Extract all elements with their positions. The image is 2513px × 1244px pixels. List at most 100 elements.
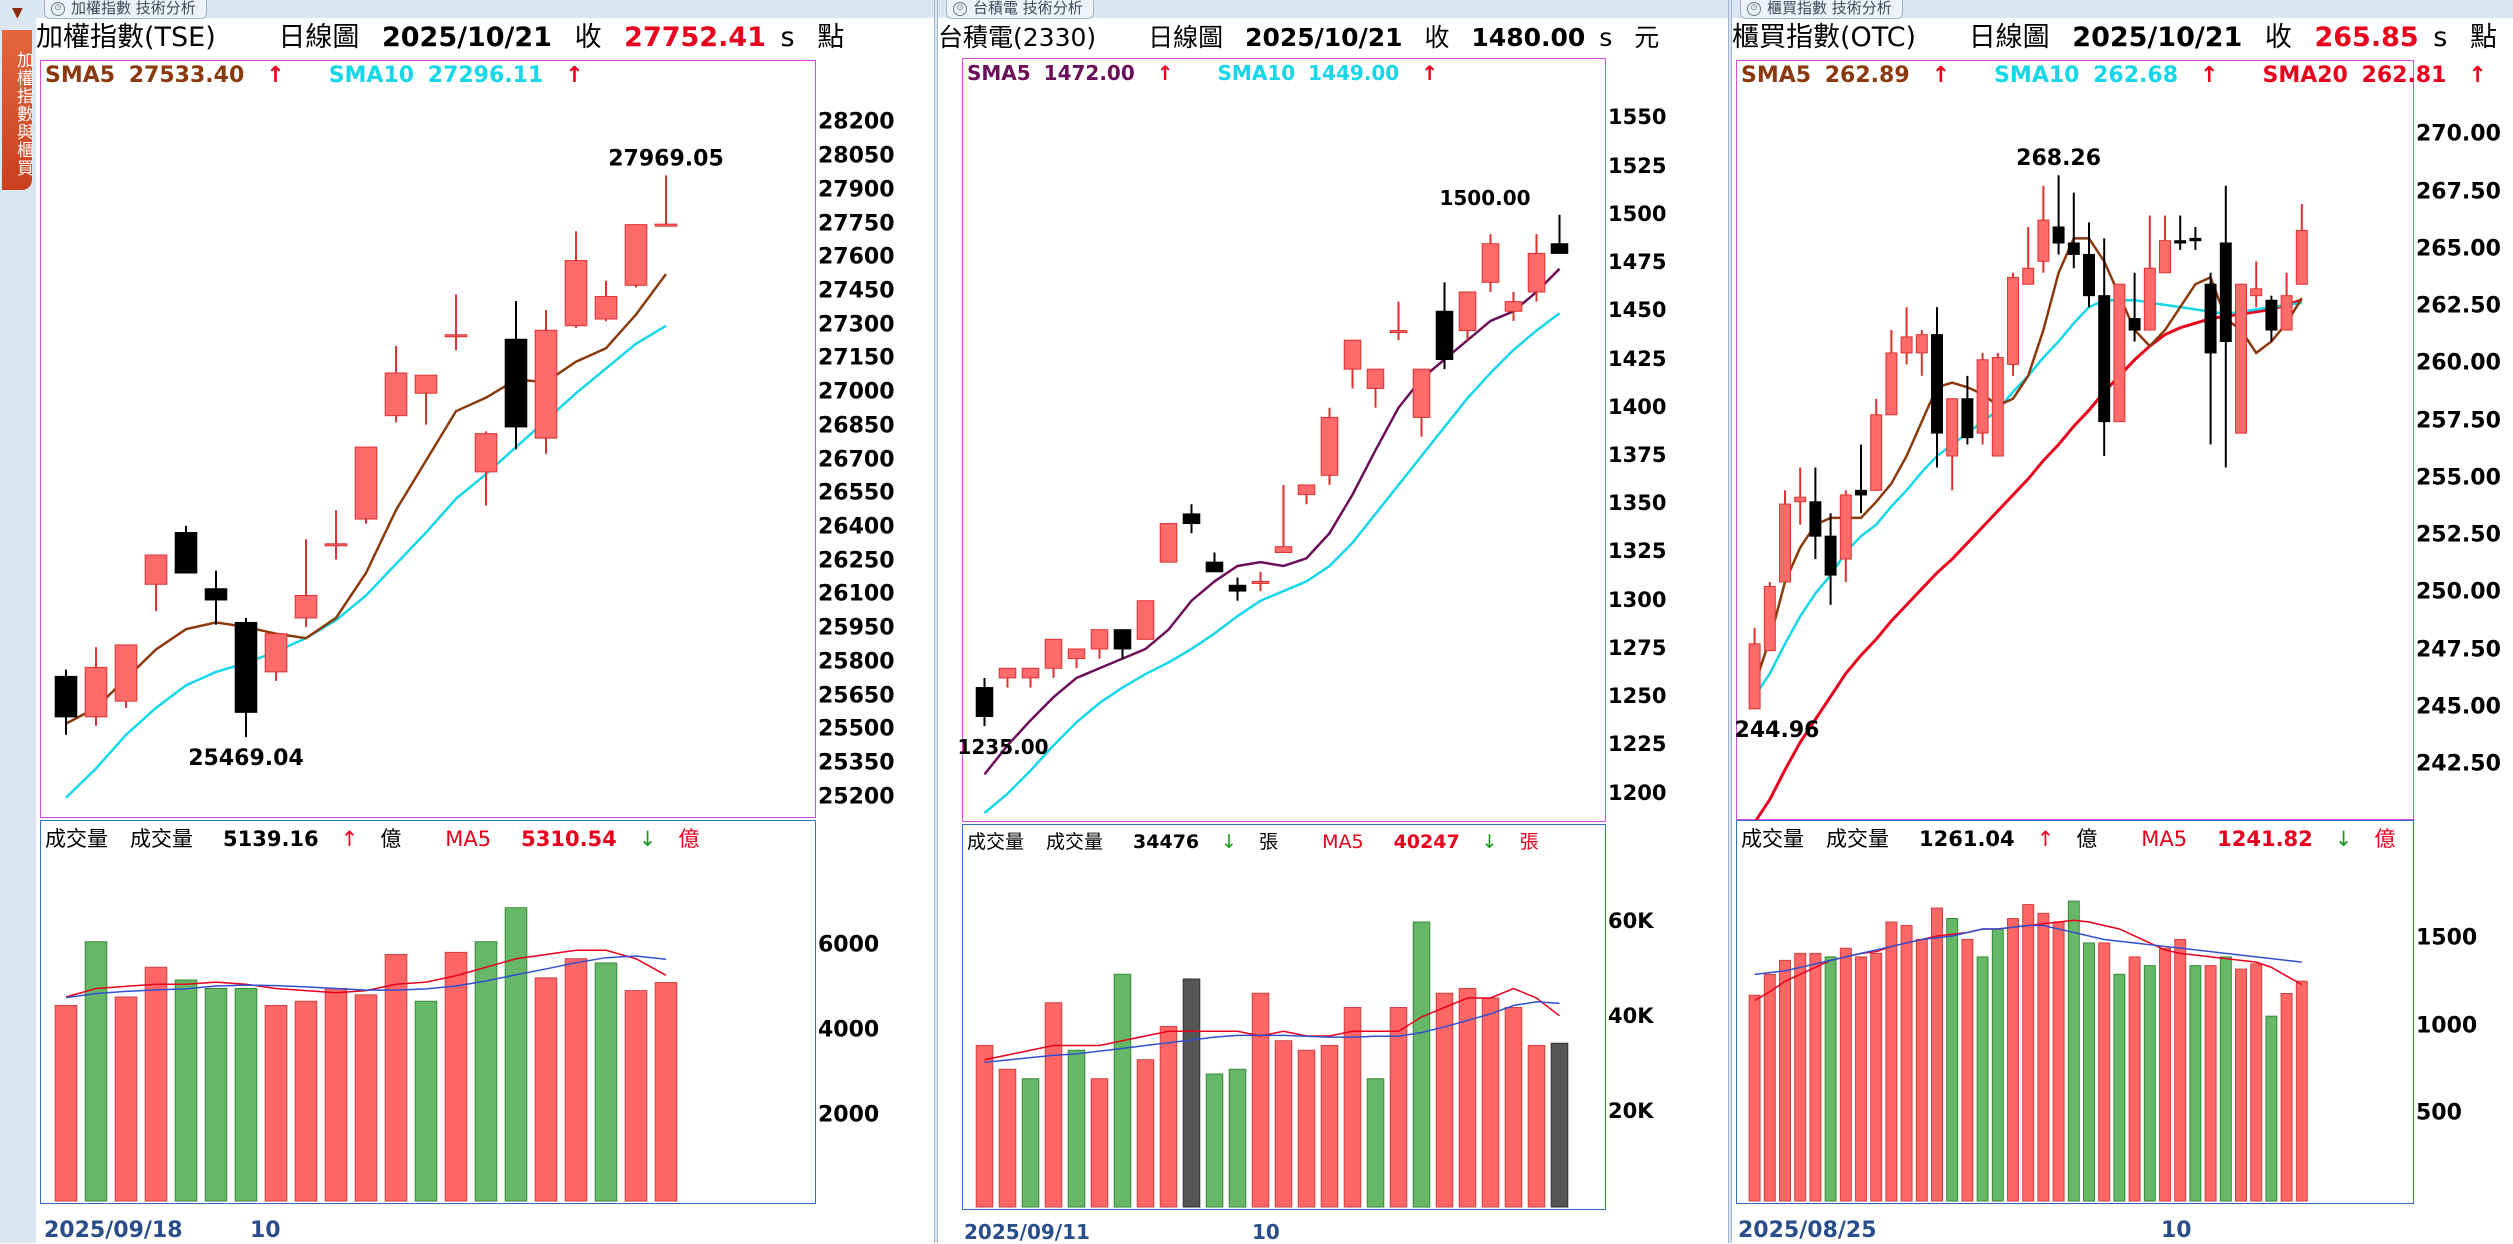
candle (564, 231, 588, 329)
volume-ma5-line (984, 987, 1560, 1061)
volume-bar (2113, 973, 2126, 1202)
left-sidebar-tab[interactable]: ▼ 加權指數與櫃買 (0, 0, 37, 1243)
candle (534, 310, 558, 454)
candle-body (2189, 237, 2202, 242)
candle (1885, 330, 1898, 416)
candle-body (1779, 503, 1791, 583)
price-chart[interactable]: SMA5 27533.40 ↑ SMA10 27296.11 ↑ 27969.05 25… (40, 60, 816, 818)
legend-item-sma10: SMA10 262.68 ↑ (1994, 63, 2240, 88)
period-label[interactable]: 日線圖 (1148, 23, 1224, 52)
volume-bar (1458, 988, 1477, 1208)
candle-body (1870, 414, 1883, 491)
price-tick-label: 25650 (818, 683, 895, 709)
price-tick-label: 26850 (818, 413, 895, 439)
candle-body (1205, 561, 1224, 573)
volume-chart[interactable]: 成交量 成交量 5139.16 ↑ 億 MA5 5310.54 ↓ 億 (40, 820, 816, 1204)
legend-label: SMA10 (328, 63, 422, 88)
candle (624, 224, 648, 288)
volume-ma-label: MA5 (2141, 827, 2188, 851)
volume-bar (1550, 1042, 1569, 1208)
volume-legend: 成交量 成交量 5139.16 ↑ 億 MA5 5310.54 ↓ 億 (45, 823, 743, 853)
date-label: 2025/10/21 (2072, 22, 2243, 53)
volume-bar (174, 979, 198, 1202)
panel-tab[interactable]: ⊙ 加權指數 技術分析 (44, 0, 207, 19)
up-arrow-icon: ↑ (340, 827, 359, 851)
legend-value: 27533.40 (128, 63, 245, 88)
candle-body (1182, 513, 1201, 525)
candle-body (2113, 283, 2126, 423)
sma10-line (983, 312, 1561, 814)
volume-ma-unit: 億 (678, 827, 700, 851)
date-axis: 2025/08/25 10 (1736, 1218, 2412, 1243)
candle-body (1251, 580, 1270, 584)
price-tick-label: 1525 (1608, 153, 1667, 178)
panel-divider[interactable] (1728, 0, 1732, 1243)
price-chart[interactable]: SMA5 1472.00 ↑ SMA10 1449.00 ↑ 1500.00 1235.… (957, 58, 1606, 822)
candle (1412, 368, 1431, 437)
candle-body (1809, 501, 1822, 537)
price-tick-label: 27450 (818, 278, 895, 304)
panel-divider[interactable] (934, 0, 938, 1243)
collapse-arrow-icon[interactable]: ▼ (12, 5, 23, 21)
volume-bar (114, 996, 138, 1202)
legend-value: 262.81 (2361, 63, 2447, 88)
candle-body (2159, 240, 2171, 274)
volume-ma10-line (1754, 924, 2302, 976)
volume-bar (1809, 952, 1822, 1202)
candle-body (2052, 226, 2065, 244)
volume-bar (414, 1000, 438, 1202)
panel-tab[interactable]: ⊙ 台積電 技術分析 (946, 0, 1094, 19)
candle (1855, 444, 1867, 514)
volume-chart[interactable]: 成交量 成交量 34476 ↓ 張 MA5 40247 ↓ 張 (962, 824, 1606, 1210)
candle (204, 570, 228, 625)
volume-tick-label: 6000 (818, 932, 880, 958)
up-arrow-icon: ↑ (565, 63, 584, 88)
candle (504, 301, 528, 450)
volume-bar (2159, 947, 2171, 1202)
candle (2219, 185, 2232, 468)
volume-bar (84, 941, 108, 1202)
candle-body (975, 687, 994, 718)
candle-body (564, 260, 588, 327)
date-tick-label: 2025/09/18 (44, 1218, 183, 1243)
close-value: 27752.41 (624, 22, 766, 53)
sma5-line (65, 273, 668, 725)
price-tick-label: 255.00 (2416, 465, 2501, 491)
panel-tab-title: 台積電 技術分析 (973, 0, 1083, 17)
candle (2083, 222, 2095, 308)
date-tick-label: 10 (250, 1218, 281, 1243)
volume-bar (1435, 992, 1454, 1208)
panel-tab[interactable]: ⊙ 櫃買指數 技術分析 (1740, 0, 1903, 19)
volume-chart[interactable]: 成交量 成交量 1261.04 ↑ 億 MA5 1241.82 ↓ 億 (1736, 820, 2414, 1204)
candle-body (1481, 243, 1500, 283)
sma-legend: SMA5 1472.00 ↑ SMA10 1449.00 ↑ (967, 61, 1482, 85)
volume-bar (54, 1005, 78, 1202)
sidebar-tab-label[interactable]: 加權指數與櫃買 (2, 30, 33, 190)
price-chart[interactable]: SMA5 262.89 ↑ SMA10 262.68 ↑ SMA20 262.81 ↑ 2… (1735, 60, 2487, 824)
candle (1794, 467, 1807, 525)
volume-unit: 張 (1259, 831, 1279, 853)
candle (354, 446, 378, 524)
volume-legend: 成交量 成交量 1261.04 ↑ 億 MA5 1241.82 ↓ 億 (1741, 823, 2439, 853)
volume-bar (1946, 918, 1959, 1202)
volume-bar (2265, 1015, 2278, 1202)
legend-item-sma5: SMA5 27533.40 ↑ (45, 63, 307, 88)
candle (1320, 407, 1339, 485)
sma-legend: SMA5 27533.40 ↑ SMA10 27296.11 ↑ (45, 63, 628, 88)
candle-body (2295, 229, 2308, 285)
candle-body (2083, 253, 2095, 297)
volume-bar (1976, 956, 1989, 1202)
price-tick-label: 1450 (1608, 298, 1667, 323)
candle (2280, 272, 2293, 331)
price-tick-label: 260.00 (2416, 350, 2501, 376)
sma10-line (1753, 299, 2302, 698)
candle (294, 539, 318, 627)
volume-bar (1961, 938, 1974, 1202)
candle (1946, 398, 1959, 491)
down-arrow-icon: ↓ (1481, 831, 1498, 853)
period-label[interactable]: 日線圖 (278, 22, 360, 53)
candle (1976, 352, 1989, 445)
period-label[interactable]: 日線圖 (1968, 22, 2050, 53)
candle-body (54, 675, 78, 718)
candle (1205, 552, 1224, 573)
